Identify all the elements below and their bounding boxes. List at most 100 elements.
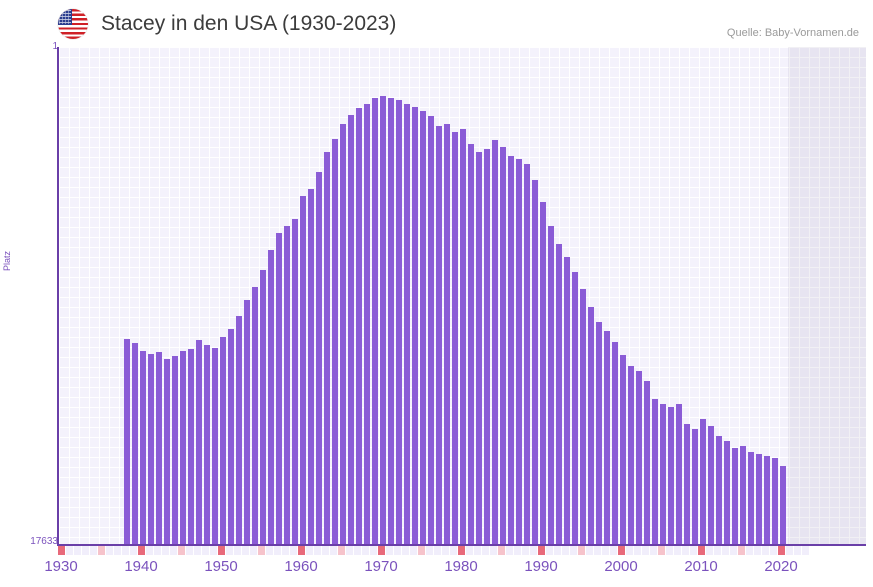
bar[interactable] bbox=[372, 98, 378, 544]
bar[interactable] bbox=[492, 140, 498, 544]
bar[interactable] bbox=[132, 343, 138, 544]
bar[interactable] bbox=[428, 116, 434, 544]
bar[interactable] bbox=[716, 436, 722, 544]
bar[interactable] bbox=[196, 340, 202, 544]
bar[interactable] bbox=[268, 250, 274, 544]
bar[interactable] bbox=[532, 180, 538, 544]
x-axis-minor-tick bbox=[626, 546, 633, 555]
x-axis-minor-tick bbox=[266, 546, 273, 555]
bar[interactable] bbox=[756, 454, 762, 544]
bar[interactable] bbox=[244, 300, 250, 544]
bar[interactable] bbox=[164, 359, 170, 544]
bar[interactable] bbox=[524, 164, 530, 544]
bar[interactable] bbox=[620, 355, 626, 544]
bar[interactable] bbox=[572, 272, 578, 544]
bar[interactable] bbox=[340, 124, 346, 544]
bar[interactable] bbox=[764, 456, 770, 544]
bar[interactable] bbox=[276, 233, 282, 544]
bar[interactable] bbox=[476, 152, 482, 544]
bar[interactable] bbox=[348, 115, 354, 544]
bar[interactable] bbox=[292, 219, 298, 544]
bar[interactable] bbox=[308, 189, 314, 544]
x-axis-major-tick bbox=[618, 546, 625, 555]
bar[interactable] bbox=[660, 404, 666, 544]
bar[interactable] bbox=[732, 448, 738, 544]
bar[interactable] bbox=[500, 147, 506, 544]
bar[interactable] bbox=[700, 419, 706, 544]
bar[interactable] bbox=[628, 366, 634, 544]
bar[interactable] bbox=[636, 371, 642, 544]
bar[interactable] bbox=[316, 172, 322, 544]
bar[interactable] bbox=[188, 349, 194, 544]
bar[interactable] bbox=[260, 270, 266, 544]
bar[interactable] bbox=[124, 339, 130, 544]
x-axis-major-tick bbox=[538, 546, 545, 555]
bar[interactable] bbox=[324, 152, 330, 544]
x-axis-minor-tick bbox=[602, 546, 609, 555]
bar[interactable] bbox=[420, 111, 426, 544]
bar[interactable] bbox=[508, 156, 514, 544]
bar[interactable] bbox=[236, 316, 242, 544]
bar[interactable] bbox=[684, 424, 690, 544]
bar[interactable] bbox=[604, 331, 610, 544]
bar[interactable] bbox=[212, 348, 218, 544]
bar[interactable] bbox=[740, 446, 746, 544]
source-attribution: Quelle: Baby-Vornamen.de bbox=[726, 27, 859, 39]
bar[interactable] bbox=[412, 107, 418, 544]
x-axis-minor-tick bbox=[274, 546, 281, 555]
bar[interactable] bbox=[436, 126, 442, 544]
x-axis-minor-tick bbox=[690, 546, 697, 555]
bar[interactable] bbox=[556, 244, 562, 544]
x-axis-minor-tick bbox=[346, 546, 353, 555]
bar[interactable] bbox=[468, 144, 474, 544]
bar[interactable] bbox=[612, 342, 618, 544]
bar[interactable] bbox=[380, 96, 386, 544]
bar[interactable] bbox=[644, 381, 650, 544]
bar[interactable] bbox=[300, 196, 306, 544]
bar[interactable] bbox=[516, 159, 522, 544]
bar[interactable] bbox=[652, 399, 658, 544]
bar[interactable] bbox=[708, 426, 714, 544]
bar[interactable] bbox=[148, 354, 154, 544]
chart-header: Stacey in den USA (1930-2023) Quelle: Ba… bbox=[0, 0, 873, 47]
no-data-shaded-region bbox=[788, 47, 866, 544]
bar[interactable] bbox=[668, 407, 674, 544]
bar[interactable] bbox=[772, 458, 778, 544]
bar[interactable] bbox=[748, 452, 754, 544]
bar[interactable] bbox=[596, 322, 602, 544]
bar[interactable] bbox=[172, 356, 178, 544]
bar[interactable] bbox=[388, 98, 394, 544]
bar[interactable] bbox=[676, 404, 682, 544]
bar[interactable] bbox=[364, 104, 370, 544]
bar[interactable] bbox=[548, 226, 554, 544]
x-axis-minor-tick bbox=[610, 546, 617, 555]
bar[interactable] bbox=[332, 139, 338, 544]
bar[interactable] bbox=[228, 329, 234, 544]
bar[interactable] bbox=[452, 132, 458, 544]
bar[interactable] bbox=[564, 257, 570, 544]
x-axis-minor-tick bbox=[482, 546, 489, 555]
x-axis-minor-tick bbox=[658, 546, 665, 555]
bar[interactable] bbox=[444, 124, 450, 544]
bar[interactable] bbox=[356, 108, 362, 544]
bar[interactable] bbox=[252, 287, 258, 544]
bar[interactable] bbox=[724, 441, 730, 544]
bar[interactable] bbox=[140, 351, 146, 544]
bar[interactable] bbox=[780, 466, 786, 544]
bar[interactable] bbox=[540, 202, 546, 544]
bar[interactable] bbox=[484, 149, 490, 544]
x-axis-minor-tick bbox=[194, 546, 201, 555]
bar[interactable] bbox=[396, 100, 402, 544]
bar[interactable] bbox=[460, 129, 466, 544]
bar[interactable] bbox=[588, 307, 594, 544]
bar[interactable] bbox=[220, 337, 226, 544]
bar[interactable] bbox=[204, 345, 210, 544]
x-axis-minor-tick bbox=[258, 546, 265, 555]
bar[interactable] bbox=[692, 429, 698, 544]
bar[interactable] bbox=[180, 351, 186, 544]
bar[interactable] bbox=[404, 104, 410, 544]
bar[interactable] bbox=[580, 289, 586, 544]
bar[interactable] bbox=[284, 226, 290, 544]
bar[interactable] bbox=[156, 352, 162, 544]
x-axis-minor-tick bbox=[386, 546, 393, 555]
